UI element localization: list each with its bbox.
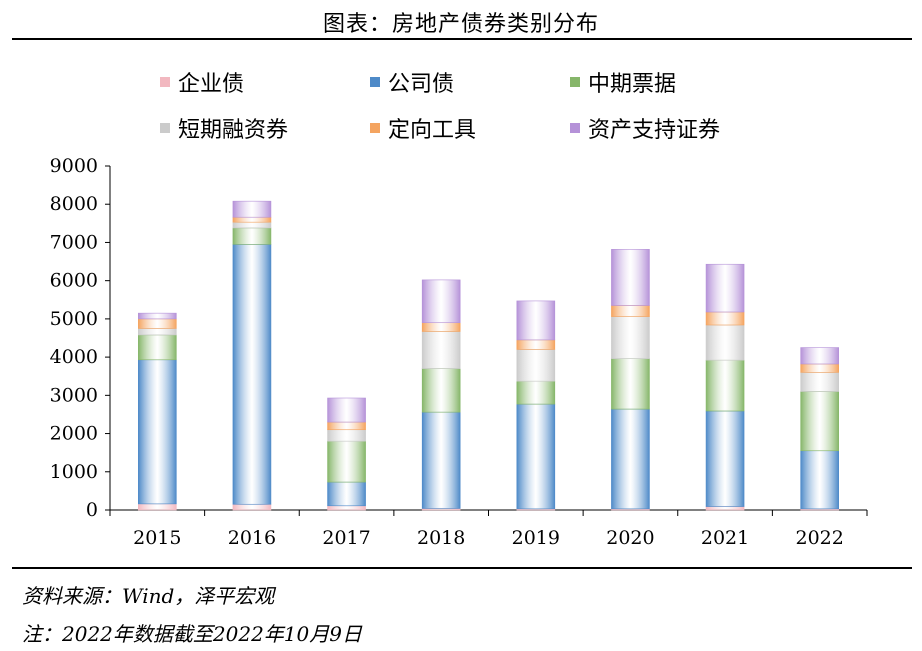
bar-segment-2019-2 xyxy=(516,380,556,405)
bar-segment-2017-1 xyxy=(327,481,366,507)
x-tick-label: 2021 xyxy=(701,527,749,549)
legend-swatch xyxy=(570,123,580,133)
bar-segment-2022-5 xyxy=(800,347,839,365)
bar-segment-2017-5 xyxy=(327,397,366,423)
bar-segment-2021-2 xyxy=(705,359,745,412)
bar-segment-2017-0 xyxy=(327,505,366,511)
bar-segment-2021-5 xyxy=(705,263,745,313)
bar-segment-2022-4 xyxy=(800,363,839,373)
legend-item-corporate-enterprise-bond: 企业债 xyxy=(160,66,244,98)
x-tick-label: 2018 xyxy=(417,527,465,549)
bottom-rule xyxy=(12,567,912,569)
x-tick-label: 2016 xyxy=(228,527,276,549)
y-tick-label: 7000 xyxy=(50,231,98,253)
legend-label: 公司债 xyxy=(388,72,455,97)
legend-label: 短期融资券 xyxy=(178,118,289,143)
bar-segment-2018-3 xyxy=(421,331,461,369)
bar-segment-2015-5 xyxy=(138,312,177,320)
bar-segment-2018-2 xyxy=(421,368,461,413)
bar-segment-2016-4 xyxy=(232,216,272,223)
bar-segment-2021-4 xyxy=(705,311,745,326)
legend-item-abs: 资产支持证券 xyxy=(570,112,720,144)
bar-segment-2019-3 xyxy=(516,349,556,382)
bar-segment-2019-1 xyxy=(516,403,556,510)
y-tick-label: 0 xyxy=(86,499,98,521)
x-axis: 2015 2016 2017 2018 2019 2020 2021 2022 xyxy=(109,509,868,549)
legend-swatch xyxy=(370,77,380,87)
bar-segment-2019-5 xyxy=(516,300,556,341)
stacked-bar-chart: 0 1000 2000 3000 4000 5000 6000 7000 8000 9000 20… xyxy=(50,155,868,549)
y-tick-label: 6000 xyxy=(50,270,98,292)
bar-segment-2022-2 xyxy=(800,391,839,452)
legend-label: 企业债 xyxy=(178,72,245,97)
source-note: 资料来源：Wind，泽平宏观 xyxy=(22,584,275,608)
top-rule xyxy=(12,38,912,40)
legend-swatch xyxy=(160,77,170,87)
bar-segment-2015-1 xyxy=(138,359,177,505)
y-tick-label: 9000 xyxy=(50,155,98,177)
legend-label: 中期票据 xyxy=(588,72,677,97)
bar-segment-2017-3 xyxy=(327,429,366,442)
legend-item-directed-instrument: 定向工具 xyxy=(370,112,476,144)
y-tick-label: 1000 xyxy=(50,461,98,483)
chart-title: 图表：房地产债券类别分布 xyxy=(322,12,599,37)
y-tick-label: 2000 xyxy=(50,423,98,445)
y-axis: 0 1000 2000 3000 4000 5000 6000 7000 8000 9000 xyxy=(50,155,111,521)
bar-segment-2015-0 xyxy=(138,503,177,511)
bar-segment-2016-0 xyxy=(232,503,272,511)
bar-segment-2022-1 xyxy=(800,450,839,510)
bar-segment-2021-3 xyxy=(705,324,745,361)
bar-segment-2019-4 xyxy=(516,339,556,350)
bar-segment-2016-2 xyxy=(232,227,272,245)
legend-label: 定向工具 xyxy=(388,118,477,143)
bar-segment-2021-1 xyxy=(705,410,745,507)
bar-segment-2015-2 xyxy=(138,334,177,361)
bar-segment-2016-1 xyxy=(232,244,272,505)
bar-segment-2016-3 xyxy=(232,221,272,229)
legend-item-short-term-financing: 短期融资券 xyxy=(160,112,288,144)
x-tick-label: 2022 xyxy=(796,527,844,549)
legend-item-medium-term-note: 中期票据 xyxy=(570,66,676,98)
bar-segment-2020-2 xyxy=(611,358,650,410)
x-tick-label: 2020 xyxy=(606,527,654,549)
x-tick-label: 2019 xyxy=(512,527,560,549)
legend-swatch xyxy=(370,123,380,133)
bar-segment-2016-5 xyxy=(232,200,272,218)
bar-segment-2018-5 xyxy=(421,279,461,324)
y-tick-label: 5000 xyxy=(50,308,98,330)
bar-segment-2018-1 xyxy=(421,411,461,509)
date-note: 注：2022年数据截至2022年10月9日 xyxy=(22,622,362,646)
bar-segment-2021-0 xyxy=(705,506,745,511)
legend-swatch xyxy=(570,77,580,87)
legend-item-company-bond: 公司债 xyxy=(370,66,454,98)
y-tick-label: 3000 xyxy=(50,384,98,406)
bar-segment-2015-3 xyxy=(138,328,177,336)
bar-segment-2020-5 xyxy=(611,249,650,306)
bars xyxy=(138,200,839,511)
bar-segment-2015-4 xyxy=(138,318,177,329)
bar-segment-2020-1 xyxy=(611,408,650,510)
y-tick-label: 8000 xyxy=(50,193,98,215)
bar-segment-2017-4 xyxy=(327,421,366,431)
legend-swatch xyxy=(160,123,170,133)
bar-segment-2018-4 xyxy=(421,322,461,332)
bar-segment-2020-4 xyxy=(611,305,650,317)
x-tick-label: 2015 xyxy=(133,527,181,549)
bar-segment-2022-3 xyxy=(800,372,839,392)
y-tick-label: 4000 xyxy=(50,346,98,368)
legend-label: 资产支持证券 xyxy=(588,118,721,143)
x-tick-label: 2017 xyxy=(322,527,370,549)
bar-segment-2017-2 xyxy=(327,440,366,483)
bar-segment-2020-3 xyxy=(611,316,650,359)
